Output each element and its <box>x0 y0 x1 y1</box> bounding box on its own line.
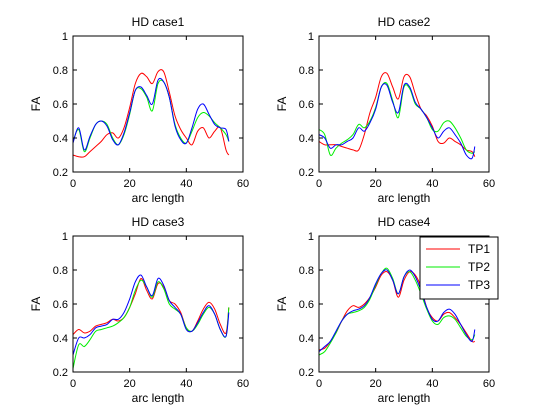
legend-label-tp2: TP2 <box>468 260 490 274</box>
series-line-tp2 <box>319 82 476 156</box>
y-tick-label: 0.6 <box>299 299 314 311</box>
y-tick-label: 0.4 <box>53 333 68 345</box>
y-tick-label: 0.4 <box>53 133 68 145</box>
legend-label-tp3: TP3 <box>468 278 490 292</box>
x-tick-label: 20 <box>124 178 136 190</box>
x-tick-label: 0 <box>316 378 322 390</box>
y-tick-label: 0.2 <box>299 367 314 379</box>
y-tick-label: 0.8 <box>53 65 68 77</box>
x-tick-label: 0 <box>70 378 76 390</box>
series-line-tp3 <box>73 274 230 356</box>
series-line-tp1 <box>73 69 230 158</box>
plot-area <box>319 267 476 356</box>
series-line-tp3 <box>319 82 476 160</box>
x-tick-label: 0 <box>316 178 322 190</box>
subplot-title: HD case2 <box>378 15 431 29</box>
x-tick-label: 0 <box>70 178 76 190</box>
y-axis-label: FA <box>275 297 289 312</box>
series-line-tp1 <box>319 72 476 157</box>
series-line-tp2 <box>73 79 230 153</box>
y-tick-label: 0.2 <box>53 367 68 379</box>
y-tick-label: 0.4 <box>299 333 314 345</box>
x-tick-label: 60 <box>237 378 249 390</box>
series-line-tp3 <box>73 77 230 151</box>
plot-area <box>73 274 230 369</box>
y-axis-label: FA <box>29 97 43 112</box>
series-line-tp1 <box>319 271 475 351</box>
y-tick-label: 0.2 <box>53 167 68 179</box>
axes-box <box>318 35 490 173</box>
y-tick-label: 1 <box>308 31 314 43</box>
subplot-1: 0 20 40 60 0.2 0.4 0.6 0.8 1 HD case1 arc length FA <box>29 15 249 205</box>
y-tick-label: 0.8 <box>299 265 314 277</box>
y-tick-label: 1 <box>62 231 68 243</box>
y-tick-label: 0.4 <box>299 133 314 145</box>
y-tick-label: 0.8 <box>53 265 68 277</box>
x-tick-label: 60 <box>483 378 495 390</box>
series-line-tp2 <box>73 279 230 369</box>
plot-area <box>319 72 476 160</box>
y-tick-label: 1 <box>62 31 68 43</box>
y-tick-label: 0.6 <box>299 99 314 111</box>
legend: TP1 TP2 TP3 <box>419 236 499 300</box>
y-axis-label: FA <box>275 97 289 112</box>
x-tick-label: 40 <box>426 178 438 190</box>
x-tick-label: 20 <box>370 378 382 390</box>
subplot-2: 0 20 40 60 0.2 0.4 0.6 0.8 1 HD case2 arc length FA <box>275 15 495 205</box>
subplot-title: HD case4 <box>378 215 431 229</box>
y-tick-label: 0.6 <box>53 299 68 311</box>
x-tick-label: 60 <box>483 178 495 190</box>
x-axis-label: arc length <box>378 191 431 205</box>
y-tick-label: 0.2 <box>299 167 314 179</box>
y-tick-label: 0.6 <box>53 99 68 111</box>
subplot-title: HD case1 <box>132 15 185 29</box>
subplot-3: 0 20 40 60 0.2 0.4 0.6 0.8 1 HD case3 arc length FA <box>29 215 249 405</box>
subplot-title: HD case3 <box>132 215 185 229</box>
x-tick-label: 40 <box>426 378 438 390</box>
series-line-tp3 <box>319 269 476 352</box>
subplot-4: 0 20 40 60 0.2 0.4 0.6 0.8 1 HD case4 arc length FA… <box>275 215 499 405</box>
y-tick-label: 0.8 <box>299 65 314 77</box>
legend-label-tp1: TP1 <box>468 242 490 256</box>
x-tick-label: 40 <box>180 178 192 190</box>
x-axis-label: arc length <box>132 191 185 205</box>
x-axis-label: arc length <box>378 391 431 405</box>
y-tick-label: 1 <box>308 231 314 243</box>
series-line-tp1 <box>73 278 230 335</box>
axes-box <box>72 235 244 373</box>
x-tick-label: 20 <box>124 378 136 390</box>
legend-box <box>419 236 499 300</box>
plot-area <box>73 69 230 158</box>
axes-box <box>72 35 244 173</box>
x-axis-label: arc length <box>132 391 185 405</box>
x-tick-label: 60 <box>237 178 249 190</box>
x-tick-label: 40 <box>180 378 192 390</box>
y-axis-label: FA <box>29 297 43 312</box>
x-tick-label: 20 <box>370 178 382 190</box>
